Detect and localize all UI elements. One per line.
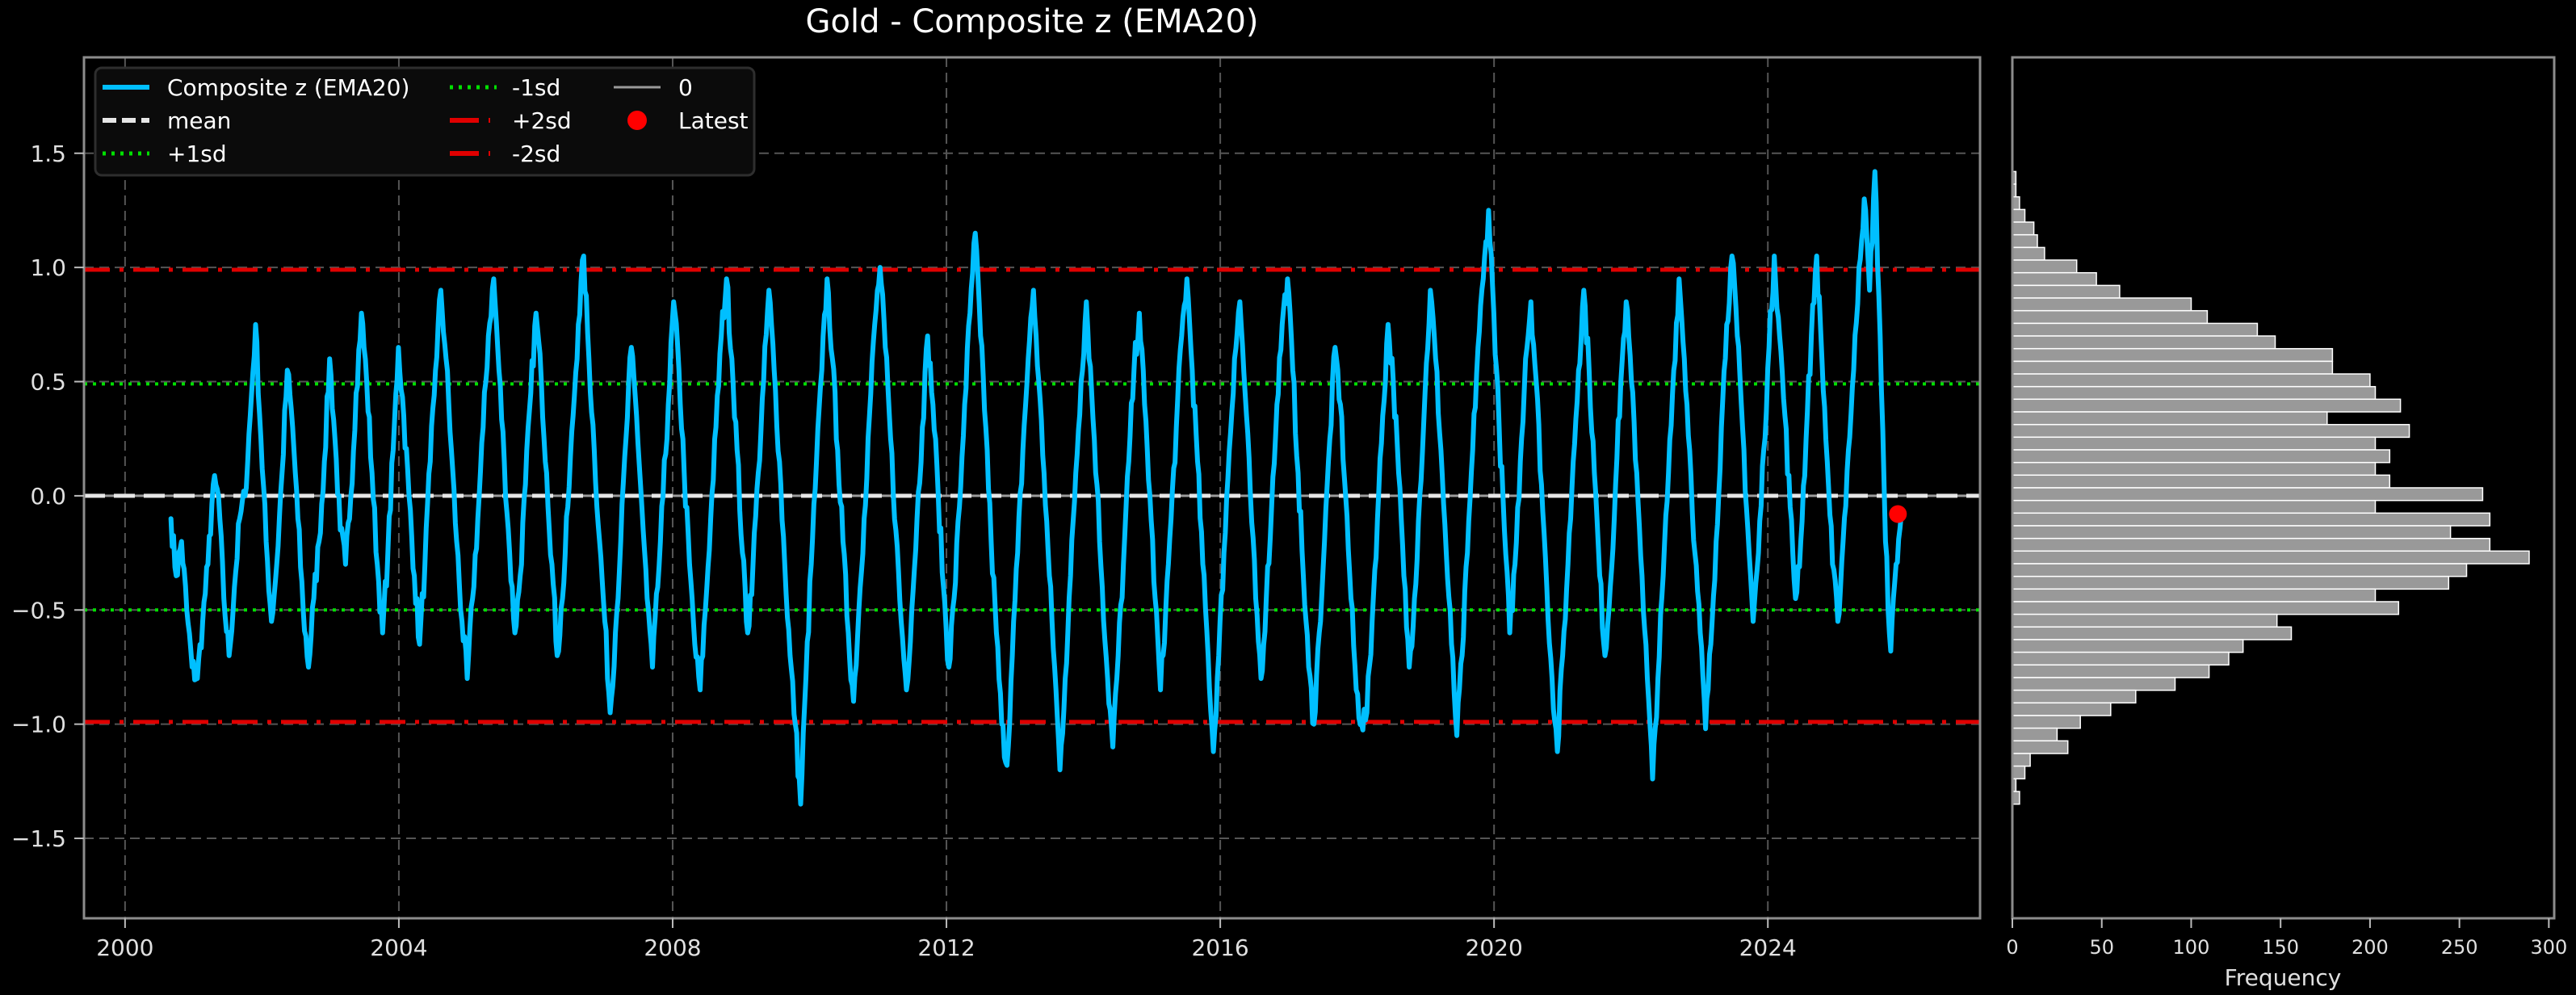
histogram-bar [2012,651,2230,666]
histogram-bar [2012,322,2259,337]
x-tick-label: 2000 [96,934,153,961]
hist-x-tick-label: 150 [2262,936,2299,959]
hist-x-tick-label: 100 [2173,936,2210,959]
histogram-bar [2012,727,2058,742]
composite-z-series-line [168,169,1904,807]
histogram-bar [2012,335,2276,350]
histogram-bar [2012,221,2035,236]
legend-label: Latest [678,107,749,134]
histogram-bar [2012,740,2069,754]
histogram-bar [2012,246,2045,261]
legend-item: Composite z (EMA20) [103,74,409,101]
y-tick-label: 0.0 [30,483,66,510]
histogram-bar [2012,588,2377,602]
histogram-bar [2012,360,2334,375]
x-tick-label: 2016 [1191,934,1248,961]
y-tick-label: −1.0 [11,712,66,738]
histogram-bar [2012,639,2244,653]
histogram-bar [2012,664,2210,678]
histogram-bar [2012,765,2026,780]
histogram-bar [2012,373,2371,388]
legend-item: -1sd [450,74,560,101]
y-tick-label: 1.5 [30,141,66,167]
histogram-bar [2012,284,2121,299]
histogram-bar [2012,525,2452,539]
y-tick-label: 1.0 [30,254,66,281]
legend-item: 0 [614,74,693,101]
legend-box [94,66,756,177]
legend-label: -2sd [512,141,560,167]
x-tick-label: 2004 [370,934,427,961]
legend: Composite z (EMA20) mean +1sd -1sd +2sd -2sd 0… [94,66,756,177]
histogram-bar [2012,309,2209,325]
histogram-bar [2012,575,2450,590]
histogram-bar [2012,271,2097,287]
hist-x-tick-label: 50 [2089,936,2114,959]
histogram-bar [2012,297,2192,312]
legend-label: +2sd [512,107,572,134]
histogram-bar [2012,259,2078,274]
histogram-bar [2012,436,2377,451]
y-tick-label: −0.5 [11,597,66,623]
legend-label: Composite z (EMA20) [167,74,409,101]
chart-title: Gold - Composite z (EMA20) [806,3,1259,40]
y-tick-label: 0.5 [30,369,66,396]
histogram-bar [2012,423,2410,439]
hist-x-tick-label: 250 [2441,936,2478,959]
histogram-bar [2012,411,2328,426]
legend-label: 0 [678,74,693,101]
histogram-bar [2012,449,2391,464]
legend-marker-icon [627,111,647,130]
legend-label: +1sd [167,141,227,167]
y-tick-label: −1.5 [11,825,66,852]
histogram-bar [2012,461,2377,477]
histogram-bar [2012,689,2137,704]
x-tick-label: 2012 [917,934,975,961]
hist-x-tick-label: 0 [2006,936,2018,959]
hist-x-tick-label: 200 [2352,936,2389,959]
x-tick-label: 2024 [1739,934,1797,961]
legend-item: Latest [627,107,749,134]
hist-x-tick-label: 300 [2530,936,2567,959]
histogram-x-ticks: 0 50 100 150 200 250 300 [2006,918,2567,959]
legend-item: mean [103,107,231,134]
reference-lines [84,267,1980,724]
histogram-bar [2012,347,2334,363]
latest-marker [1889,505,1907,523]
histogram-axes: 0 50 100 150 200 250 300 Frequency [2006,56,2567,991]
x-tick-label: 2020 [1466,934,1523,961]
histogram-bar [2012,550,2530,565]
histogram-bar [2012,626,2293,640]
y-axis-ticks: −1.5 −1.0 −0.5 0.0 0.5 1.0 1.5 [11,141,84,852]
legend-item: +1sd [103,141,227,167]
legend-label: -1sd [512,74,560,101]
histogram-bar [2012,537,2491,552]
histogram-bar [2012,677,2176,691]
histogram-bar [2012,753,2031,767]
x-tick-label: 2008 [644,934,701,961]
histogram-bar [2012,601,2400,615]
histogram-x-label: Frequency [2225,964,2342,991]
histogram-axes-frame [2011,56,2556,920]
legend-item: +2sd [450,107,572,134]
x-axis-ticks: 2000 2004 2008 2012 2016 2020 2024 [96,918,1797,961]
histogram-bar [2012,613,2278,628]
histogram-bar [2012,702,2112,716]
legend-item: -2sd [450,141,560,167]
histogram-bar [2012,499,2377,514]
histogram-bar [2012,208,2026,223]
histogram-bar [2012,233,2038,249]
histogram-bar [2012,512,2491,527]
histogram-bar [2012,563,2468,577]
main-axes: 2000 2004 2008 2012 2016 2020 2024 −1.5 −1.0 −0.… [11,56,1982,961]
histogram-bar [2012,398,2402,413]
main-axes-frame [82,56,1982,920]
histogram-bar [2012,474,2391,489]
histogram-bar [2012,715,2081,729]
histogram-bar [2012,385,2377,401]
histogram-bar [2012,487,2484,502]
legend-label: mean [167,107,231,134]
